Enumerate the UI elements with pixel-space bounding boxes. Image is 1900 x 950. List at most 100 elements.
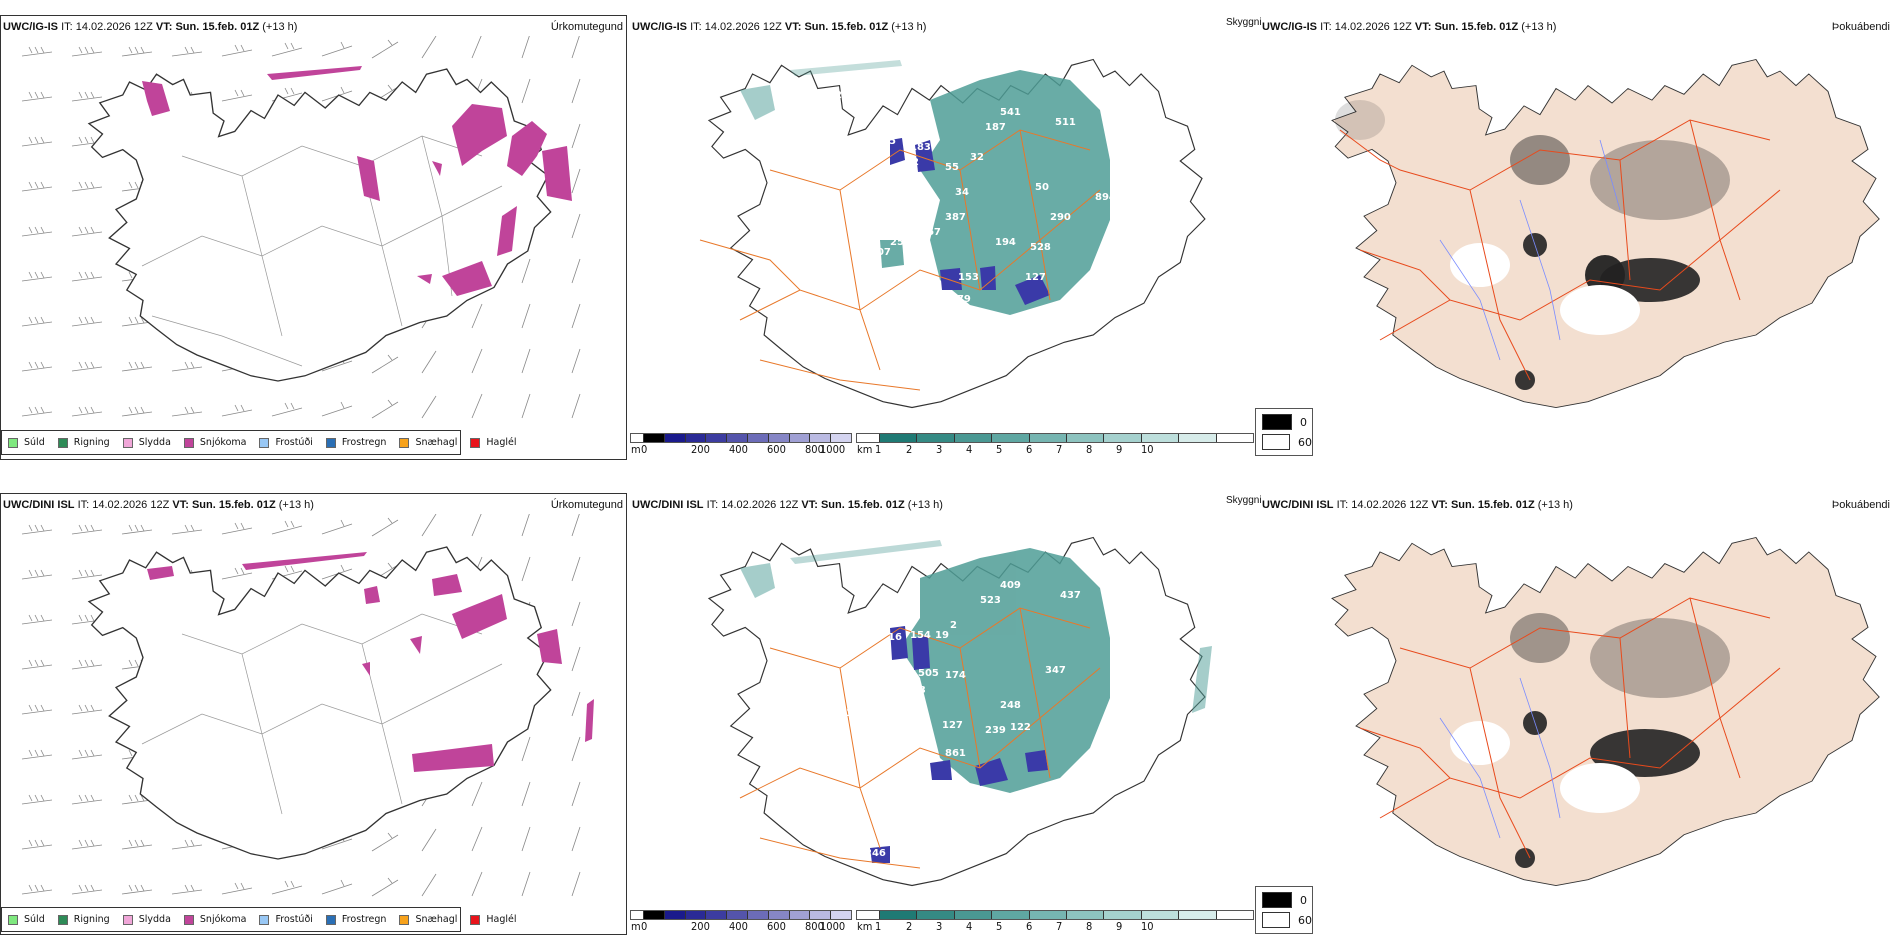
swatch-snjokoma: [183, 437, 194, 448]
map-value: 409: [1000, 580, 1021, 591]
panel-title: UWC/IG-IS IT: 14.02.2026 12Z VT: Sun. 15…: [3, 21, 297, 34]
precip-type-map[interactable]: [2, 514, 624, 904]
panel-title: UWC/DINI ISL IT: 14.02.2026 12Z VT: Sun.…: [1262, 499, 1573, 512]
legend-item-snjokoma: Snjókoma: [183, 914, 246, 925]
map-value: 243: [905, 685, 926, 696]
it-value: 14.02.2026 12Z: [704, 21, 782, 33]
vt-value: Sun. 15.feb. 01Z: [1450, 499, 1535, 511]
visibility-tick: 10: [1141, 920, 1154, 933]
legend-item-slydda: Slydda: [122, 437, 171, 448]
map-value: 151: [920, 277, 941, 288]
vt-value: Sun. 15.feb. 01Z: [820, 499, 905, 511]
swatch-rigning: [57, 914, 68, 925]
it-label: IT:: [1320, 21, 1332, 33]
ceiling-colorbar: [630, 433, 852, 443]
ceiling-unit: m: [631, 443, 641, 456]
visibility-tick: 2: [906, 443, 913, 456]
legend-item-haglel: Haglél: [470, 437, 517, 448]
swatch-sold: [8, 437, 18, 448]
fog-legend-label: 0: [1300, 415, 1307, 429]
legend-item-slydda: Slydda: [122, 914, 171, 925]
visibility-colorbar: [856, 433, 1254, 443]
map-value: 865: [935, 555, 956, 566]
vt-value: Sun. 15.feb. 01Z: [804, 21, 889, 33]
visibility-tick: 4: [966, 920, 973, 933]
map-value: 347: [1045, 665, 1066, 676]
legend-item-snaehagl: Snæhagl: [399, 914, 457, 925]
legend-label: Snjókoma: [199, 437, 247, 448]
visibility-map[interactable]: 486 541 511 187 15 183 894 387 267 194 2…: [640, 40, 1250, 420]
panel-title: UWC/DINI ISL IT: 14.02.2026 12Z VT: Sun.…: [632, 499, 943, 512]
snow-areas: [147, 552, 594, 772]
map-value: 8: [880, 585, 887, 596]
vt-value: Sun. 15.feb. 01Z: [175, 21, 260, 33]
ceiling-tick: 0: [641, 920, 648, 933]
visibility-tick: 7: [1056, 920, 1063, 933]
legend-label: Rigning: [73, 437, 110, 448]
legend-item-snaehagl: Snæhagl: [399, 437, 457, 448]
map-value: 239: [985, 725, 1006, 736]
legend-item-rigning: Rigning: [57, 914, 110, 925]
visibility-tick: 7: [1056, 443, 1063, 456]
map-value: 127: [942, 720, 963, 731]
swatch-black: [1262, 414, 1292, 430]
precip-type-legend: Súld Rigning Slydda Snjókoma Frostúði Fr…: [1, 430, 517, 455]
map-value: 12: [905, 157, 919, 168]
visibility-unit: km: [857, 443, 873, 456]
lead-time: (+13 h): [262, 21, 298, 33]
legend-label: Rigning: [73, 914, 110, 925]
snow-areas: [142, 66, 572, 296]
fog-map[interactable]: [1300, 518, 1890, 898]
visibility-tick: 3: [936, 443, 943, 456]
legend-item-frostregn: Frostregn: [325, 914, 386, 925]
fog-legend: 0 60: [1255, 886, 1313, 934]
map-value: 127: [1025, 272, 1046, 283]
visibility-tick: 5: [996, 920, 1003, 933]
it-value: 14.02.2026 12Z: [92, 499, 170, 511]
legend-label: Frostregn: [341, 437, 387, 448]
map-value: 122: [1010, 722, 1031, 733]
panel-name-visibility: Skyggni: [1226, 17, 1262, 28]
vt-value: Sun. 15.feb. 01Z: [1434, 21, 1519, 33]
swatch-snaehagl: [399, 914, 410, 925]
legend-label: Súld: [24, 914, 45, 925]
visibility-value-labels: 486 541 511 187 15 183 894 387 267 194 2…: [835, 77, 1116, 323]
it-value: 14.02.2026 12Z: [75, 21, 153, 33]
visibility-tick: 10: [1141, 443, 1154, 456]
map-value: 154: [910, 630, 931, 641]
it-label: IT:: [61, 21, 73, 33]
ceiling-tick: 400: [729, 443, 748, 456]
visibility-tick: 3: [936, 920, 943, 933]
swatch-frostregn: [325, 437, 336, 448]
map-value: 379: [950, 294, 971, 305]
visibility-tick: 5: [996, 443, 1003, 456]
legend-item-frostudi: Frostúði: [259, 914, 313, 925]
legend-label: Súld: [24, 437, 45, 448]
model-name: UWC/DINI ISL: [632, 499, 704, 511]
ceiling-tick: 600: [767, 443, 786, 456]
wind-barbs: [21, 36, 581, 419]
map-value: 387: [945, 212, 966, 223]
legend-item-snjokoma: Snjókoma: [183, 437, 247, 448]
swatch-haglel: [470, 914, 481, 925]
ceiling-unit: m: [631, 920, 641, 933]
visibility-tick: 9: [1116, 920, 1123, 933]
visibility-tick: 8: [1086, 443, 1093, 456]
lead-time: (+13 h): [1537, 499, 1573, 511]
map-value: 253: [835, 90, 856, 101]
map-value: 290: [1050, 212, 1071, 223]
map-value: 248: [1000, 700, 1021, 711]
visibility-map[interactable]: 865 2 409 523 437 8 16 154 19 2 505 174 …: [640, 518, 1250, 898]
fog-shading: [1335, 100, 1730, 390]
vt-label: VT:: [1431, 499, 1448, 511]
map-value: 267: [920, 227, 941, 238]
visibility-tick: 6: [1026, 443, 1033, 456]
precip-type-map[interactable]: [2, 36, 624, 426]
map-value: 364: [960, 312, 981, 323]
road-network: [699, 129, 1101, 391]
fog-map[interactable]: [1300, 40, 1890, 420]
map-value: 25: [890, 237, 904, 248]
legend-label: Slydda: [138, 437, 171, 448]
it-label: IT:: [1336, 499, 1349, 511]
fog-legend-item: 60: [1256, 432, 1312, 452]
